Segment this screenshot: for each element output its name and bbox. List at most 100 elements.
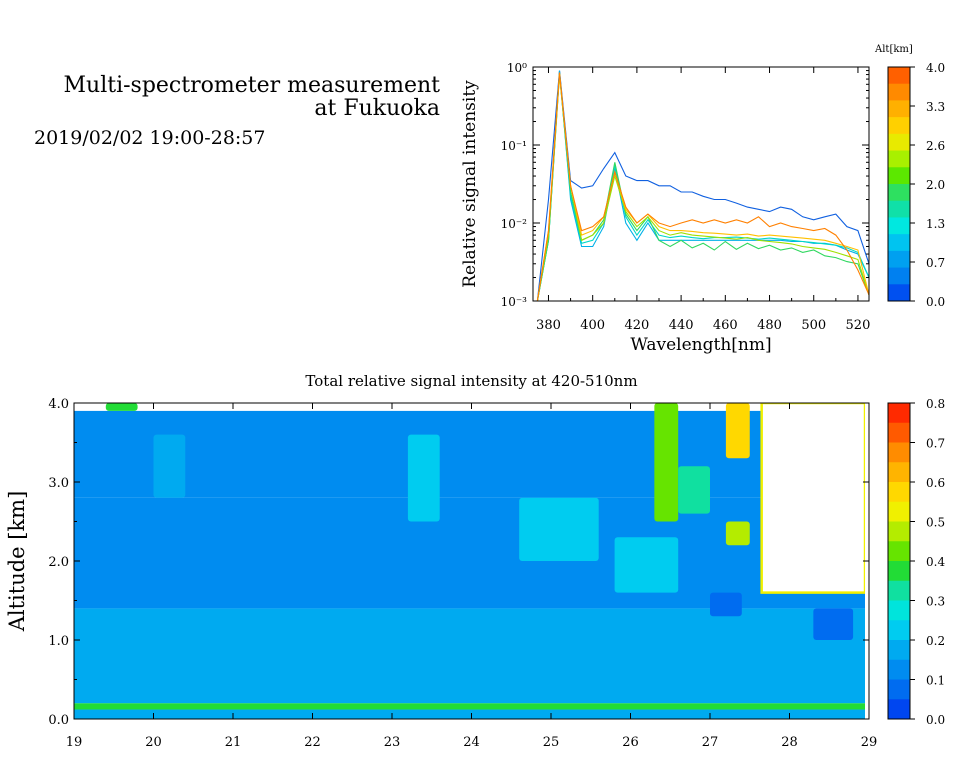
spectrum-lines (536, 70, 869, 301)
heatmap-x-tick-label: 21 (225, 735, 242, 750)
altitude-colorbar-segment (888, 200, 910, 218)
intensity-colorbar-segment (888, 640, 910, 661)
spectrum-plot-frame (532, 66, 870, 302)
spectrum-y-tick-label: 10⁰ (507, 61, 527, 75)
altitude-colorbar-segment (888, 267, 910, 285)
figure-title-line2: at Fukuoka (314, 96, 440, 121)
altitude-colorbar-segment (888, 133, 910, 152)
intensity-colorbar-tick-label: 0.7 (926, 437, 945, 451)
heatmap-x-tick-label: 24 (463, 735, 480, 750)
altitude-colorbar-tick-label: 0.7 (926, 256, 945, 270)
intensity-colorbar-segment (888, 462, 910, 483)
figure-title: Multi-spectrometer measurement at Fukuoka (12, 73, 441, 121)
heatmap-x-tick-label: 25 (543, 735, 560, 750)
heatmap-patch (813, 608, 854, 640)
heatmap-x-tick-label: 19 (66, 735, 83, 750)
heatmap-band (74, 497, 866, 609)
spectrum-x-tick-label: 500 (801, 318, 826, 333)
intensity-colorbar-segment (888, 580, 910, 601)
heatmap-band (74, 703, 866, 710)
intensity-colorbar-segment (888, 442, 910, 463)
heatmap-patch (710, 592, 742, 617)
spectrum-series-line-3 (536, 74, 869, 301)
altitude-colorbar-segment (888, 184, 910, 202)
intensity-colorbar-tick-label: 0.2 (926, 634, 945, 648)
intensity-colorbar-tick-label: 0.4 (926, 555, 945, 569)
altitude-colorbar-segment (888, 250, 910, 269)
heatmap-x-tick-label: 26 (622, 735, 639, 750)
heatmap-x-tick-label: 29 (861, 735, 878, 750)
heatmap-patch (105, 403, 138, 411)
intensity-colorbar-segment (888, 501, 910, 522)
heatmap-title: Total relative signal intensity at 420-5… (305, 372, 637, 390)
spectrum-y-tick-label: 10⁻¹ (501, 139, 527, 153)
heatmap-patch (153, 434, 186, 498)
heatmap-y-tick-label: 0.0 (48, 713, 69, 728)
spectrum-y-tick-label: 10⁻³ (501, 295, 528, 309)
altitude-colorbar-tick-label: 1.3 (926, 217, 945, 231)
heatmap-field (74, 403, 869, 719)
altitude-colorbar-segment (888, 217, 910, 235)
intensity-colorbar-tick-label: 0.3 (926, 595, 945, 609)
intensity-colorbar-tick-label: 0.8 (926, 397, 945, 411)
intensity-colorbar-tick-label: 0.5 (926, 516, 945, 530)
spectrum-series-line-6 (536, 72, 869, 301)
spectrum-series-line-1 (536, 70, 869, 301)
intensity-heatmap: Total relative signal intensity at 420-5… (5, 372, 877, 750)
altitude-colorbar-tick-label: 2.0 (926, 178, 945, 192)
intensity-colorbar-segment (888, 679, 910, 700)
heatmap-missing-data-region (760, 403, 867, 594)
intensity-colorbar-segment (888, 541, 910, 562)
figure-title-line1: Multi-spectrometer measurement (63, 73, 441, 98)
altitude-colorbar-segment (888, 117, 910, 135)
intensity-colorbar-segment (888, 600, 910, 621)
heatmap-y-tick-label: 3.0 (48, 476, 69, 491)
altitude-colorbar-segment (888, 150, 910, 168)
heatmap-patch (725, 403, 750, 459)
altitude-colorbar-tick-label: 3.3 (926, 100, 945, 114)
altitude-colorbar-segment (888, 234, 910, 252)
altitude-colorbar-segment (888, 100, 910, 118)
heatmap-x-tick-label: 27 (702, 735, 719, 750)
heatmap-y-tick-label: 4.0 (48, 397, 69, 412)
spectrum-series-line-4 (536, 74, 869, 301)
altitude-colorbar-tick-label: 4.0 (926, 61, 945, 75)
altitude-colorbar-tick-label: 0.0 (926, 295, 945, 309)
spectrum-y-tick-label: 10⁻² (501, 217, 528, 231)
heatmap-patch (519, 497, 599, 561)
heatmap-patch (678, 466, 710, 514)
intensity-colorbar-segment (888, 620, 910, 641)
heatmap-patch (614, 537, 679, 593)
heatmap-x-tick-label: 20 (145, 735, 162, 750)
heatmap-band (74, 709, 866, 719)
intensity-colorbar-segment (888, 521, 910, 542)
altitude-colorbar: 4.0 3.3 2.6 2.0 1.3 0.7 0.0 Alt[km] (874, 44, 945, 309)
intensity-colorbar-segment (888, 561, 910, 582)
heatmap-y-tick-label: 1.0 (48, 634, 69, 649)
heatmap-patch (407, 434, 440, 522)
measurement-datetime: 2019/02/02 19:00-28:57 (34, 127, 266, 149)
intensity-colorbar-tick-label: 0.1 (926, 674, 945, 688)
intensity-colorbar-segment (888, 422, 910, 443)
spectrum-x-tick-label: 420 (624, 318, 649, 333)
spectrum-x-tick-label: 380 (536, 318, 561, 333)
spectrum-chart: 380 400 420 440 460 480 500 520 10⁻³ 10⁻² 10⁻¹ 10⁰ W… (460, 61, 870, 355)
intensity-colorbar-segment (888, 699, 910, 720)
heatmap-y-axis-label: Altitude [km] (5, 491, 29, 633)
intensity-colorbar: 0.8 0.7 0.6 0.5 0.4 0.3 0.2 0.1 0.0 (887, 397, 945, 727)
heatmap-x-tick-label: 23 (384, 735, 401, 750)
spectrum-x-tick-label: 400 (580, 318, 605, 333)
heatmap-x-tick-label: 28 (781, 735, 798, 750)
heatmap-patch (725, 521, 750, 546)
heatmap-patch (654, 403, 679, 522)
spectrum-series-line-5 (536, 73, 869, 301)
intensity-colorbar-segment (888, 482, 910, 503)
altitude-colorbar-segment (888, 67, 910, 85)
spectrum-x-tick-label: 480 (757, 318, 782, 333)
intensity-colorbar-tick-label: 0.0 (926, 713, 945, 727)
spectrum-x-tick-label: 460 (713, 318, 738, 333)
altitude-colorbar-tick-label: 2.6 (926, 139, 945, 153)
heatmap-band (74, 608, 866, 704)
spectrum-series-line-2 (536, 72, 869, 301)
